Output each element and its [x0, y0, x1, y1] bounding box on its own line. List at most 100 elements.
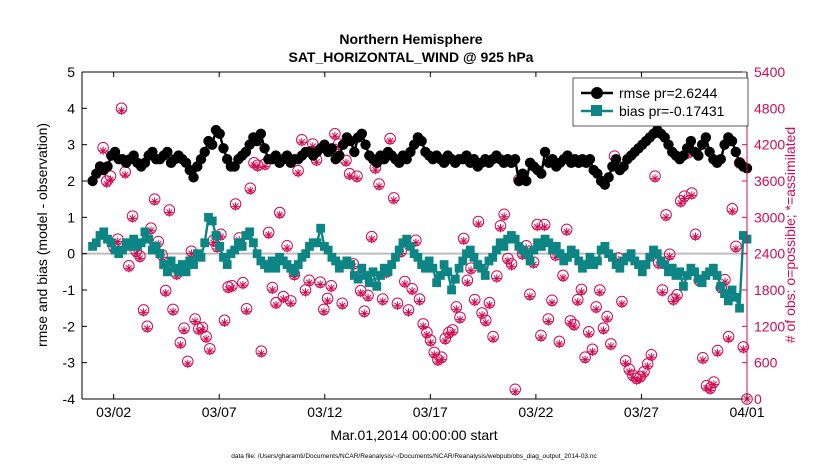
rmse-point — [509, 154, 521, 165]
obs-count-point — [546, 294, 558, 307]
bias-point — [406, 242, 415, 251]
obs-count-point — [590, 301, 602, 314]
bias-point — [720, 289, 729, 299]
obs-assimilated-marker — [621, 359, 630, 368]
obs-count-point — [424, 334, 437, 347]
obs-assimilated-marker — [525, 292, 535, 301]
obs-assimilated-marker — [345, 171, 354, 181]
bias-point — [607, 252, 617, 262]
obs-count-point — [476, 307, 488, 320]
x-tick-label: 03/12 — [307, 404, 342, 420]
y-tick-label-right: 2400 — [754, 246, 785, 262]
obs-assimilated-marker — [470, 297, 479, 307]
bias-point — [361, 271, 370, 280]
bias-point — [581, 260, 591, 269]
bias-point — [391, 252, 400, 262]
obs-assimilated-marker — [474, 219, 483, 229]
obs-assimilated-marker — [308, 142, 318, 151]
obs-assimilated-marker — [463, 278, 472, 287]
obs-assimilated-marker — [268, 285, 277, 295]
legend-box — [572, 77, 749, 127]
obs-assimilated-marker — [706, 386, 715, 395]
bias-point — [450, 274, 460, 284]
obs-count-point — [575, 283, 588, 297]
obs-assimilated-marker — [658, 288, 667, 297]
obs-assimilated-marker — [132, 249, 141, 258]
bias-point — [492, 245, 501, 255]
y-tick-label-left: 2 — [67, 173, 75, 189]
bias-point — [480, 271, 490, 280]
obs-assimilated-marker — [297, 138, 306, 147]
bias-point — [136, 238, 146, 248]
legend-rmse-marker — [591, 87, 603, 99]
obs-count-point — [270, 296, 282, 310]
rmse-point — [536, 168, 547, 179]
obs-count-point — [538, 218, 551, 232]
obs-count-point — [325, 279, 338, 293]
bias-point — [159, 260, 169, 269]
bias-point — [432, 278, 442, 288]
obs-assimilated-marker — [404, 308, 413, 317]
x-tick-label: 04/01 — [729, 404, 764, 420]
obs-assimilated-marker — [330, 131, 340, 141]
obs-count-point — [704, 382, 717, 395]
bias-point — [402, 234, 412, 244]
obs-assimilated-marker — [672, 293, 682, 302]
obs-count-point — [141, 320, 154, 333]
obs-assimilated-marker — [481, 318, 490, 327]
bias-point — [189, 260, 198, 269]
bias-point — [125, 242, 135, 251]
obs-assimilated-marker — [661, 213, 671, 222]
obs-assimilated-marker — [238, 280, 248, 290]
obs-count-point — [373, 178, 385, 191]
bias-point — [682, 271, 692, 280]
obs-assimilated-marker — [312, 158, 321, 167]
obs-assimilated-marker — [507, 262, 516, 271]
rmse-point — [207, 139, 218, 150]
obs-assimilated-marker — [371, 165, 380, 175]
rmse-point — [610, 154, 622, 165]
bias-point — [626, 249, 636, 259]
bias-point — [469, 252, 479, 262]
y-tick-label-right: 4800 — [754, 100, 785, 116]
obs-assimilated-marker — [606, 342, 616, 351]
obs-assimilated-marker — [444, 330, 454, 340]
bias-point — [443, 267, 453, 277]
obs-count-point — [303, 274, 315, 287]
obs-assimilated-marker — [407, 287, 417, 296]
obs-count-point — [560, 223, 573, 237]
obs-assimilated-marker — [477, 311, 487, 320]
obs-assimilated-marker — [452, 305, 461, 314]
obs-assimilated-marker — [540, 222, 549, 232]
obs-count-point — [167, 303, 179, 316]
obs-assimilated-marker — [731, 244, 741, 254]
obs-assimilated-marker — [496, 224, 505, 233]
obs-count-point — [571, 293, 584, 307]
obs-assimilated-marker — [286, 299, 295, 308]
obs-count-point — [281, 239, 293, 253]
obs-count-point — [568, 318, 580, 332]
obs-count-point — [204, 342, 216, 356]
bias-point — [637, 267, 647, 277]
obs-assimilated-marker — [319, 307, 329, 316]
obs-assimilated-marker — [544, 317, 553, 326]
bias-point — [510, 234, 520, 244]
bias-point — [267, 256, 277, 266]
obs-count-point — [314, 276, 326, 289]
bias-point — [181, 267, 191, 277]
obs-count-point — [413, 293, 426, 306]
obs-assimilated-marker — [367, 234, 376, 244]
obs-count-point — [200, 330, 212, 344]
obs-assimilated-marker — [290, 272, 299, 281]
rmse-point — [259, 143, 270, 154]
obs-assimilated-marker — [617, 299, 627, 309]
obs-count-point — [491, 270, 503, 283]
obs-count-point — [711, 344, 724, 358]
x-tick-label: 03/07 — [202, 404, 237, 420]
obs-assimilated-marker — [448, 328, 457, 337]
obs-assimilated-marker — [341, 158, 351, 168]
obs-count-point — [163, 204, 176, 217]
bias-point — [364, 278, 374, 288]
obs-assimilated-marker — [264, 230, 273, 240]
bias-point — [207, 216, 217, 226]
